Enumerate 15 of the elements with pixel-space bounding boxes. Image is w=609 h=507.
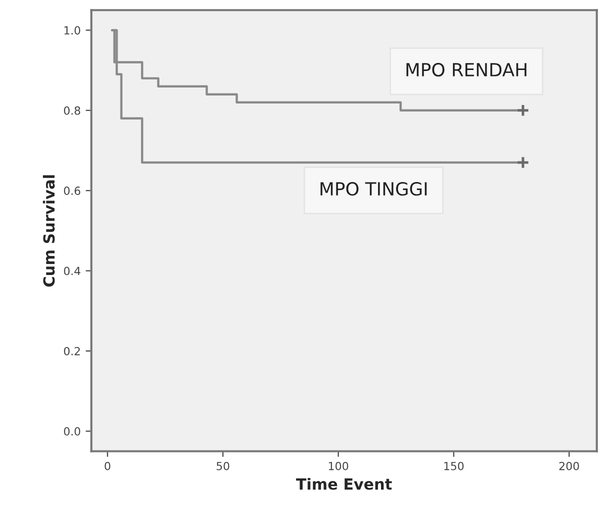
y-tick-label: 1.0 (64, 26, 80, 35)
series-label: MPO TINGGI (320, 182, 427, 196)
y-axis-title: Cum Survival (42, 175, 55, 287)
y-tick-label: 0.0 (64, 427, 80, 436)
y-tick-label: 0.8 (64, 106, 80, 115)
x-tick-label: 150 (444, 462, 464, 470)
y-tick-label: 0.4 (64, 266, 80, 276)
y-tick-label: 0.6 (64, 186, 80, 195)
x-tick-label: 0 (104, 462, 110, 470)
x-tick-label: 50 (216, 462, 230, 470)
x-axis-title: Time Event (296, 478, 392, 490)
series-label: MPO RENDAH (406, 62, 526, 77)
x-tick-label: 100 (328, 462, 348, 470)
y-tick-label: 0.2 (64, 346, 80, 356)
x-tick-label: 200 (559, 462, 579, 470)
